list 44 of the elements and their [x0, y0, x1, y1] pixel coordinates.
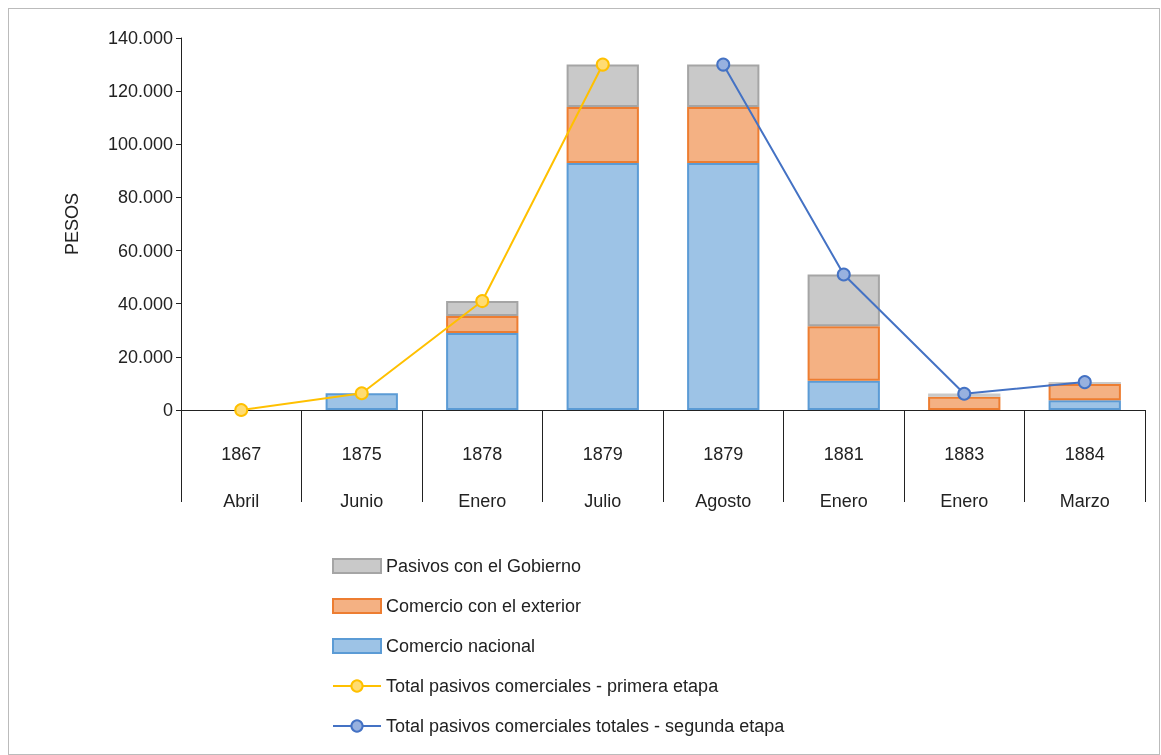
- point: [354, 386, 369, 401]
- y-tick-label: 140.000: [107, 28, 173, 48]
- point: [234, 403, 249, 417]
- y-axis-title: PESOS: [62, 192, 82, 256]
- bar: [446, 332, 519, 410]
- y-tick-label: 120.000: [107, 81, 173, 102]
- point: [716, 57, 731, 72]
- legend-label: Comercio con el exterior: [386, 596, 582, 616]
- point: [475, 294, 490, 309]
- bar: [566, 107, 639, 163]
- bar: [807, 380, 880, 410]
- point: [595, 57, 610, 72]
- y-tick-label: 0: [162, 400, 173, 420]
- y-tick-label: 40.000: [117, 293, 173, 314]
- bar: [687, 64, 760, 108]
- point: [1077, 375, 1092, 390]
- legend-label: Comercio nacional: [386, 636, 536, 656]
- legend-label: Pasivos con el Gobierno: [386, 556, 582, 576]
- category-label: 1879 Julio: [582, 443, 623, 511]
- bar: [566, 162, 639, 410]
- legend-label: Total pasivos comerciales totales - segunda etapa: [386, 716, 786, 736]
- category-label: 1878 Enero: [458, 443, 507, 511]
- category-label: 1883 Enero: [940, 443, 989, 511]
- bar: [1048, 383, 1121, 401]
- y-tick-label: 80.000: [117, 187, 173, 208]
- bar: [566, 64, 639, 108]
- point: [957, 386, 972, 401]
- category-label: 1875 Junio: [340, 443, 384, 511]
- bar: [687, 162, 760, 410]
- bar: [687, 107, 760, 163]
- category-label: 1884 Marzo: [1059, 443, 1110, 511]
- bar: [928, 396, 1001, 410]
- category-label: 1879 Agosto: [695, 443, 752, 511]
- legend-label: Total pasivos comerciales - primera etapa: [386, 676, 720, 696]
- category-label: 1881 Enero: [819, 443, 868, 511]
- y-tick-label: 100.000: [107, 134, 173, 155]
- bar: [807, 274, 880, 327]
- category-label: 1867 Abril: [221, 443, 262, 511]
- y-tick-label: 20.000: [117, 346, 173, 367]
- point: [836, 267, 851, 282]
- bar: [1048, 400, 1121, 410]
- bar: [807, 326, 880, 381]
- y-tick-label: 60.000: [117, 240, 173, 261]
- bar: [446, 315, 519, 333]
